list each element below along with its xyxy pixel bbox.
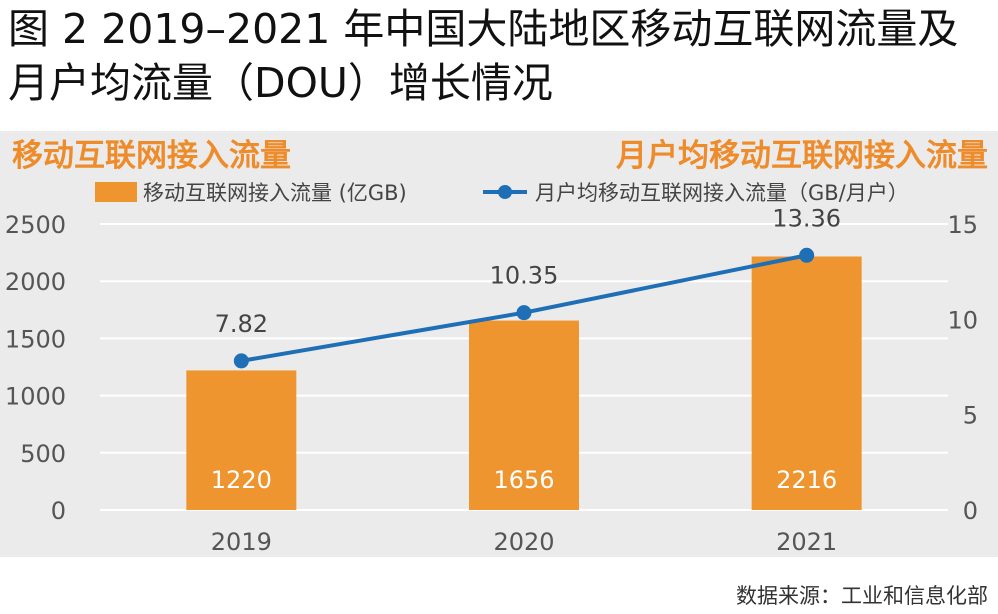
right-tick-label: 10 — [947, 306, 978, 334]
line-point — [516, 305, 532, 321]
legend-line-marker — [498, 185, 512, 199]
left-tick-label: 2500 — [5, 211, 66, 239]
right-tick-label: 15 — [947, 211, 978, 239]
bar-value-label: 2216 — [776, 466, 837, 494]
bar — [469, 320, 579, 510]
bar — [186, 370, 297, 510]
line-value-label: 10.35 — [490, 262, 559, 290]
left-tick-label: 1000 — [5, 383, 66, 411]
left-tick-label: 0 — [51, 497, 66, 525]
right-tick-label: 5 — [963, 402, 978, 430]
bar-value-label: 1220 — [211, 466, 272, 494]
bar — [751, 256, 862, 510]
left-axis-heading: 移动互联网接入流量 — [12, 138, 291, 174]
figure-title: 图 2 2019–2021 年中国大陆地区移动互联网流量及月户均流量（DOU）增… — [8, 5, 959, 107]
legend-line-label: 月户均移动互联网接入流量（GB/月户） — [535, 181, 909, 205]
x-tick-label: 2019 — [211, 528, 272, 556]
line-value-label: 13.36 — [772, 204, 841, 232]
left-tick-label: 500 — [20, 440, 66, 468]
bar-value-label: 1656 — [493, 466, 554, 494]
line-value-label: 7.82 — [215, 310, 268, 338]
line-point — [799, 247, 815, 263]
legend-bar-swatch — [95, 182, 137, 202]
right-tick-label: 0 — [963, 497, 978, 525]
right-axis-heading: 月户均移动互联网接入流量 — [616, 138, 988, 174]
line-point — [233, 353, 249, 369]
legend-bar-label: 移动互联网接入流量 (亿GB) — [143, 181, 407, 205]
x-tick-label: 2021 — [776, 528, 837, 556]
left-tick-label: 1500 — [5, 325, 66, 353]
data-source: 数据来源：工业和信息化部 — [736, 584, 988, 608]
left-tick-label: 2000 — [5, 268, 66, 296]
x-tick-label: 2020 — [493, 528, 554, 556]
